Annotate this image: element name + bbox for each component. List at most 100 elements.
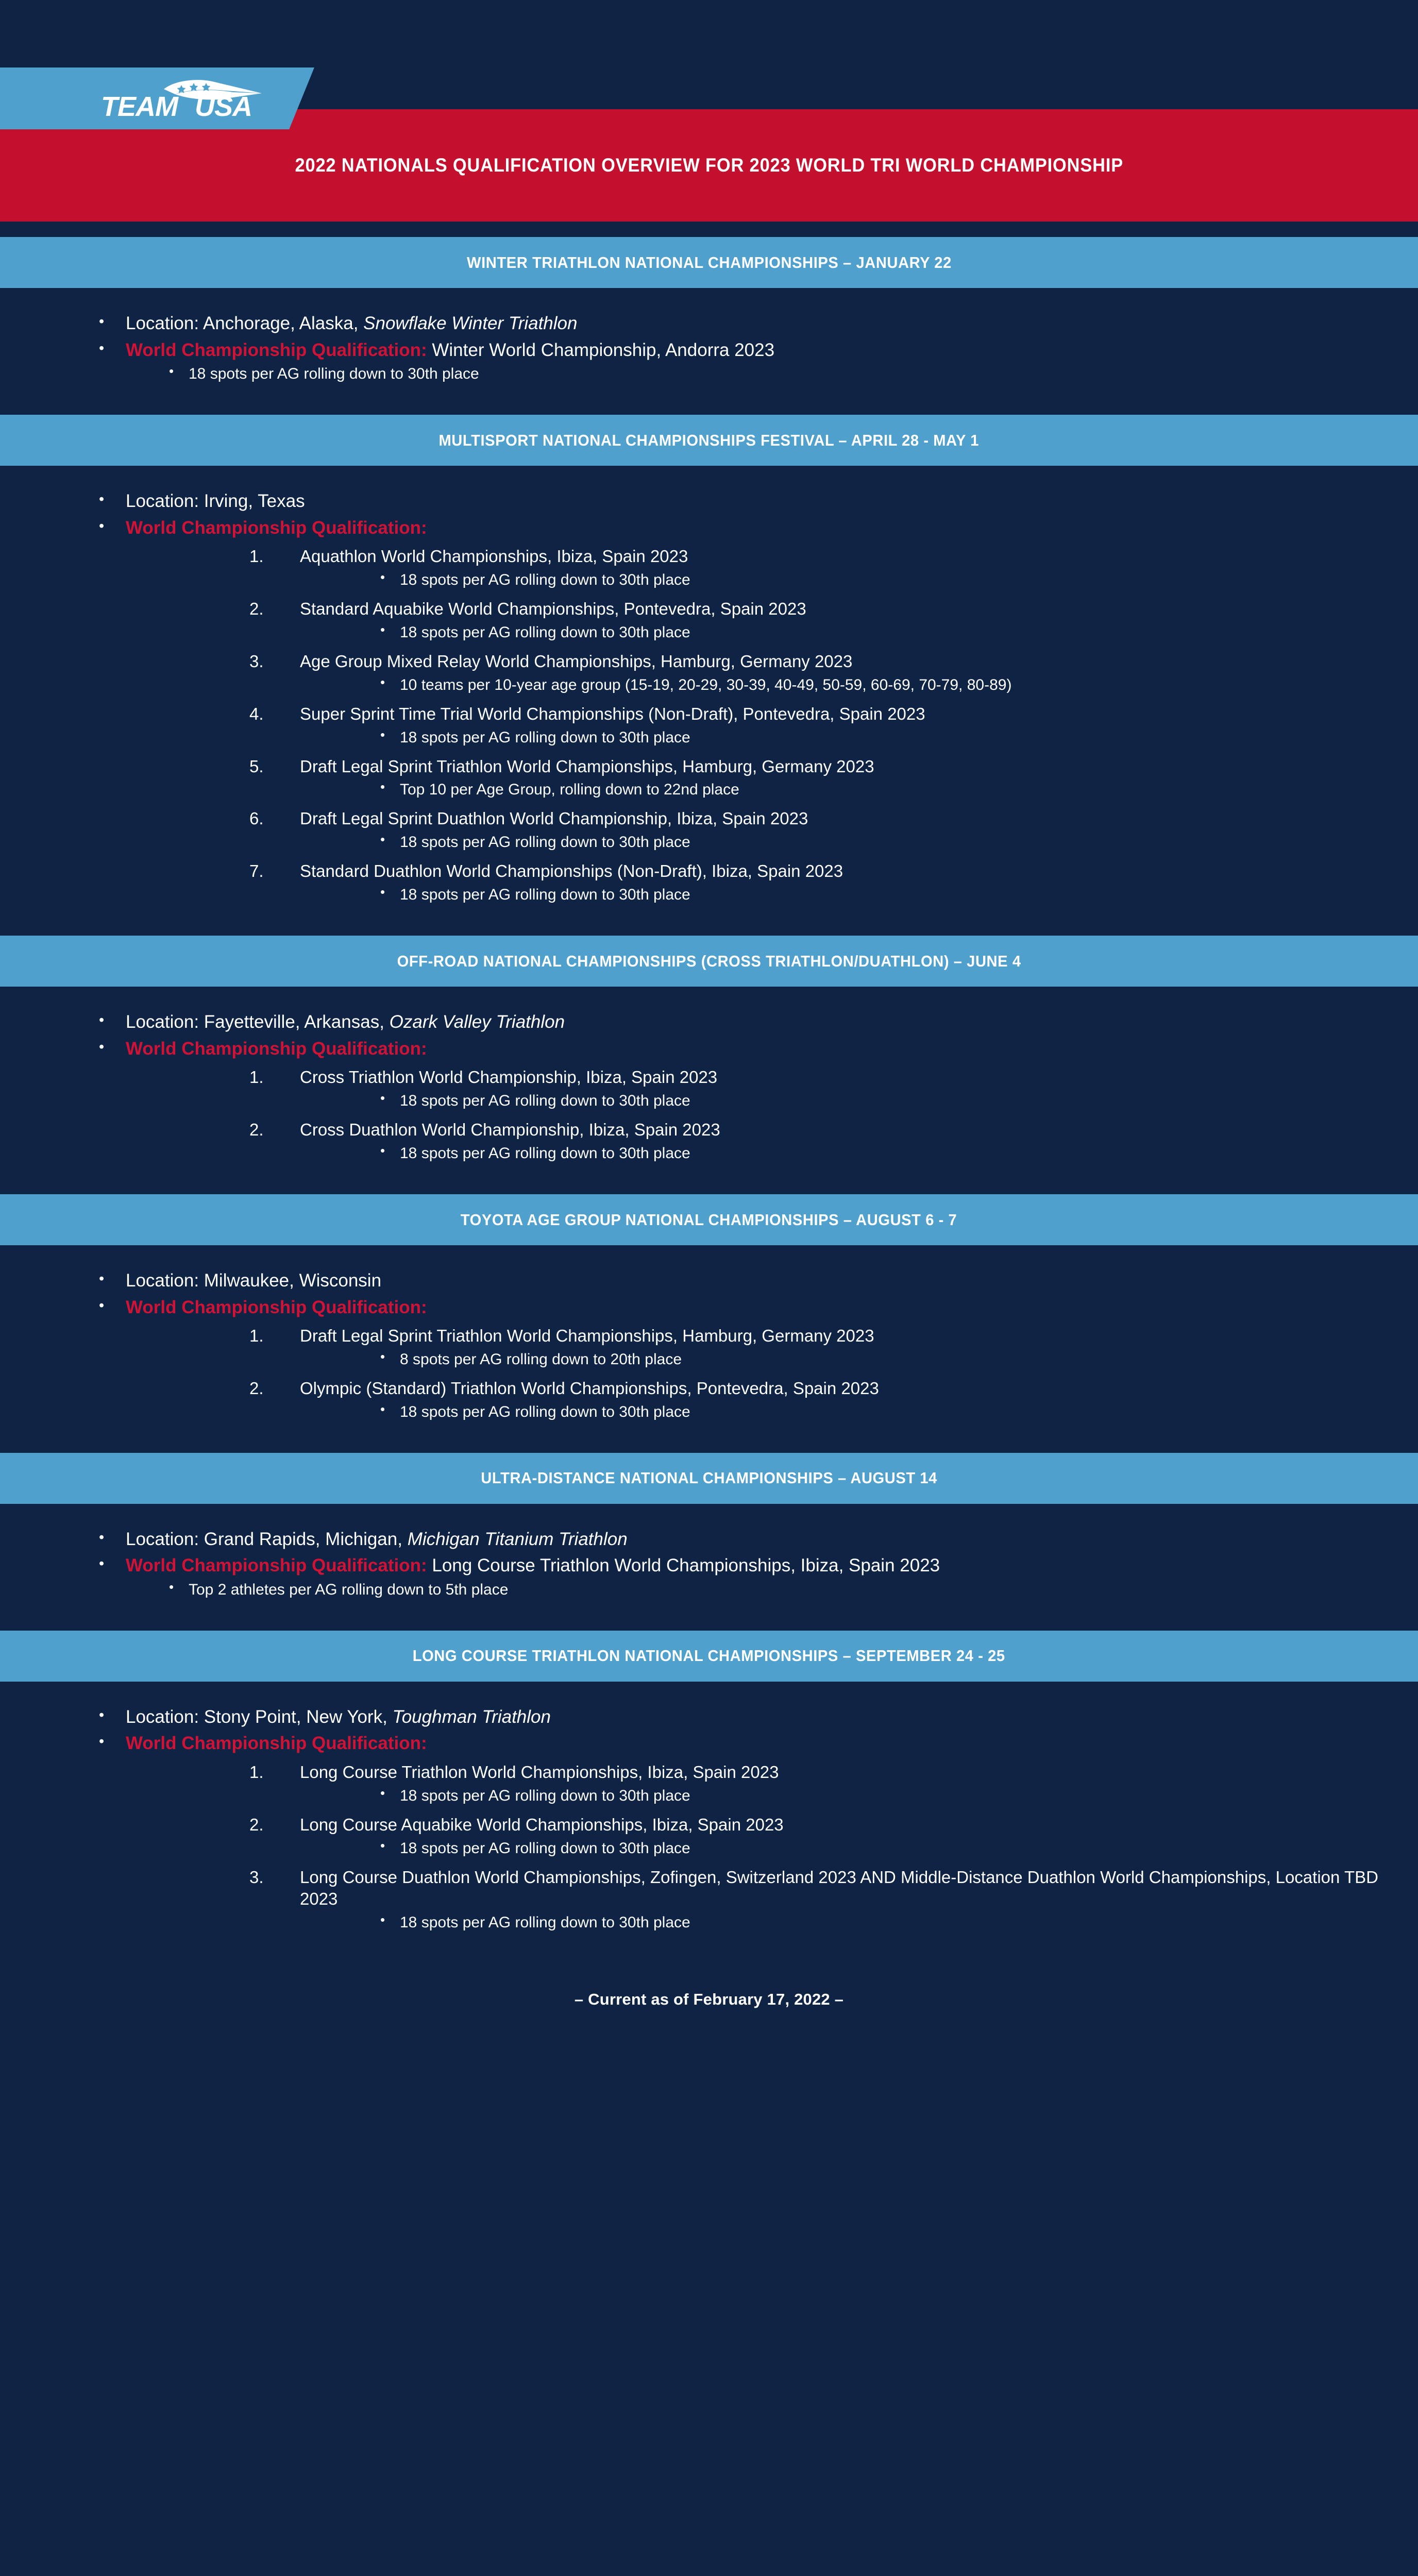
- spots-detail-bullet: 18 spots per AG rolling down to 30th pla…: [373, 726, 1418, 748]
- championship-item: Cross Duathlon World Championship, Ibiza…: [249, 1119, 1418, 1163]
- championship-item: Draft Legal Sprint Triathlon World Champ…: [249, 1325, 1418, 1369]
- section-body: Location: Stony Point, New York, Toughma…: [0, 1681, 1418, 1964]
- location-bullet: Location: Fayetteville, Arkansas, Ozark …: [0, 1010, 1418, 1034]
- championship-item-text: Standard Duathlon World Championships (N…: [300, 861, 843, 881]
- section-body: Location: Fayetteville, Arkansas, Ozark …: [0, 987, 1418, 1195]
- qualification-sub-bullet-list: Top 2 athletes per AG rolling down to 5t…: [126, 1579, 1418, 1600]
- championship-numbered-list: Cross Triathlon World Championship, Ibiz…: [126, 1066, 1418, 1163]
- section-header-title: OFF-ROAD NATIONAL CHAMPIONSHIPS (CROSS T…: [397, 952, 1021, 970]
- section-header-band: TOYOTA AGE GROUP NATIONAL CHAMPIONSHIPS …: [0, 1194, 1418, 1246]
- qualification-bullet: World Championship Qualification: Cross T…: [0, 1037, 1418, 1163]
- championship-item-sub-list: 18 spots per AG rolling down to 30th pla…: [300, 1401, 1418, 1422]
- svg-text:TEAM: TEAM: [101, 91, 179, 119]
- location-text: Location: Grand Rapids, Michigan,: [126, 1529, 408, 1549]
- championship-item-sub-list: 18 spots per AG rolling down to 30th pla…: [300, 1090, 1418, 1111]
- location-bullet: Location: Anchorage, Alaska, Snowflake W…: [0, 311, 1418, 335]
- location-event-name: Ozark Valley Triathlon: [389, 1012, 565, 1032]
- championship-item: Draft Legal Sprint Triathlon World Champ…: [249, 756, 1418, 800]
- championship-section: TOYOTA AGE GROUP NATIONAL CHAMPIONSHIPS …: [0, 1194, 1418, 1453]
- section-header-title: TOYOTA AGE GROUP NATIONAL CHAMPIONSHIPS …: [461, 1210, 957, 1229]
- championship-item-text: Long Course Duathlon World Championships…: [300, 1867, 1378, 1909]
- championship-item-sub-list: 18 spots per AG rolling down to 30th pla…: [300, 884, 1418, 905]
- location-event-name: Michigan Titanium Triathlon: [407, 1529, 628, 1549]
- championship-item-sub-list: 18 spots per AG rolling down to 30th pla…: [300, 831, 1418, 852]
- section-bullet-list: Location: Fayetteville, Arkansas, Ozark …: [0, 1010, 1418, 1163]
- championship-item-sub-list: Top 10 per Age Group, rolling down to 22…: [300, 778, 1418, 800]
- section-header-band: WINTER TRIATHLON NATIONAL CHAMPIONSHIPS …: [0, 237, 1418, 288]
- qualification-label: World Championship Qualification:: [126, 1297, 427, 1317]
- championship-section: OFF-ROAD NATIONAL CHAMPIONSHIPS (CROSS T…: [0, 936, 1418, 1195]
- spots-detail-bullet: 18 spots per AG rolling down to 30th pla…: [373, 1911, 1418, 1933]
- section-bullet-list: Location: Irving, Texas World Championshi…: [0, 489, 1418, 905]
- qualification-bullet: World Championship Qualification: Long C…: [0, 1553, 1418, 1600]
- qualification-sub-bullet-list: 18 spots per AG rolling down to 30th pla…: [126, 363, 1418, 384]
- spots-detail-bullet: 18 spots per AG rolling down to 30th pla…: [373, 1837, 1418, 1858]
- spots-detail-bullet: 18 spots per AG rolling down to 30th pla…: [373, 884, 1418, 905]
- championship-item-sub-list: 18 spots per AG rolling down to 30th pla…: [300, 1142, 1418, 1163]
- championship-item: Super Sprint Time Trial World Championsh…: [249, 703, 1418, 748]
- championship-item-sub-list: 10 teams per 10-year age group (15-19, 2…: [300, 674, 1418, 695]
- qualification-label: World Championship Qualification:: [126, 1038, 427, 1059]
- section-header-band: ULTRA-DISTANCE NATIONAL CHAMPIONSHIPS – …: [0, 1452, 1418, 1504]
- section-body: Location: Irving, Texas World Championshi…: [0, 466, 1418, 936]
- championship-item: Cross Triathlon World Championship, Ibiz…: [249, 1066, 1418, 1111]
- championship-item: Draft Legal Sprint Duathlon World Champi…: [249, 808, 1418, 852]
- page-footer: – Current as of February 17, 2022 –: [0, 1963, 1418, 2050]
- qualification-inline-text: Winter World Championship, Andorra 2023: [427, 340, 775, 360]
- championship-item-text: Draft Legal Sprint Triathlon World Champ…: [300, 1326, 874, 1346]
- location-text: Location: Anchorage, Alaska,: [126, 313, 364, 333]
- qualification-label: World Championship Qualification:: [126, 517, 427, 538]
- championship-item-text: Long Course Aquabike World Championships…: [300, 1815, 784, 1834]
- championship-section: ULTRA-DISTANCE NATIONAL CHAMPIONSHIPS – …: [0, 1452, 1418, 1631]
- championship-item: Olympic (Standard) Triathlon World Champ…: [249, 1378, 1418, 1422]
- spots-detail-bullet: 18 spots per AG rolling down to 30th pla…: [373, 621, 1418, 642]
- location-text: Location: Milwaukee, Wisconsin: [126, 1270, 382, 1291]
- qualification-bullet: World Championship Qualification: Aquathl…: [0, 516, 1418, 905]
- page-title: 2022 NATIONALS QUALIFICATION OVERVIEW FO…: [0, 109, 1418, 222]
- section-header-band: MULTISPORT NATIONAL CHAMPIONSHIPS FESTIV…: [0, 415, 1418, 466]
- section-bullet-list: Location: Milwaukee, Wisconsin World Cham…: [0, 1268, 1418, 1422]
- section-bullet-list: Location: Grand Rapids, Michigan, Michig…: [0, 1527, 1418, 1600]
- svg-text:USA: USA: [195, 91, 252, 119]
- championship-item-sub-list: 18 spots per AG rolling down to 30th pla…: [300, 621, 1418, 642]
- qualification-bullet: World Championship Qualification: Long Co…: [0, 1731, 1418, 1933]
- championship-item-sub-list: 18 spots per AG rolling down to 30th pla…: [300, 1911, 1418, 1933]
- spots-detail-bullet: 18 spots per AG rolling down to 30th pla…: [373, 569, 1418, 590]
- championship-item-text: Cross Triathlon World Championship, Ibiz…: [300, 1067, 718, 1087]
- spots-detail-bullet: Top 2 athletes per AG rolling down to 5t…: [162, 1579, 1418, 1600]
- qualification-label: World Championship Qualification:: [126, 340, 427, 360]
- qualification-inline-text: Long Course Triathlon World Championship…: [427, 1555, 940, 1576]
- location-bullet: Location: Milwaukee, Wisconsin: [0, 1268, 1418, 1293]
- section-bullet-list: Location: Stony Point, New York, Toughma…: [0, 1705, 1418, 1933]
- championship-item-sub-list: 18 spots per AG rolling down to 30th pla…: [300, 726, 1418, 748]
- section-header-band: OFF-ROAD NATIONAL CHAMPIONSHIPS (CROSS T…: [0, 936, 1418, 987]
- location-bullet: Location: Stony Point, New York, Toughma…: [0, 1705, 1418, 1729]
- qualification-label: World Championship Qualification:: [126, 1555, 427, 1576]
- page-title-text: 2022 NATIONALS QUALIFICATION OVERVIEW FO…: [295, 155, 1123, 176]
- section-body: Location: Milwaukee, Wisconsin World Cham…: [0, 1245, 1418, 1453]
- championship-item-sub-list: 18 spots per AG rolling down to 30th pla…: [300, 1837, 1418, 1858]
- championship-numbered-list: Aquathlon World Championships, Ibiza, Sp…: [126, 546, 1418, 905]
- spots-detail-bullet: 18 spots per AG rolling down to 30th pla…: [373, 1785, 1418, 1806]
- spots-detail-bullet: 18 spots per AG rolling down to 30th pla…: [373, 1401, 1418, 1422]
- location-text: Location: Irving, Texas: [126, 491, 305, 511]
- championship-item-text: Olympic (Standard) Triathlon World Champ…: [300, 1378, 879, 1398]
- section-body: Location: Grand Rapids, Michigan, Michig…: [0, 1503, 1418, 1631]
- spots-detail-bullet: Top 10 per Age Group, rolling down to 22…: [373, 778, 1418, 800]
- spots-detail-bullet: 18 spots per AG rolling down to 30th pla…: [162, 363, 1418, 384]
- current-as-of-note: – Current as of February 17, 2022 –: [574, 1990, 844, 2009]
- championship-section: MULTISPORT NATIONAL CHAMPIONSHIPS FESTIV…: [0, 415, 1418, 936]
- championship-item-text: Aquathlon World Championships, Ibiza, Sp…: [300, 547, 688, 566]
- spots-detail-bullet: 18 spots per AG rolling down to 30th pla…: [373, 831, 1418, 852]
- sections-container: WINTER TRIATHLON NATIONAL CHAMPIONSHIPS …: [0, 237, 1418, 1964]
- location-text: Location: Stony Point, New York,: [126, 1706, 393, 1727]
- championship-item: Long Course Duathlon World Championships…: [249, 1867, 1418, 1933]
- location-event-name: Toughman Triathlon: [392, 1706, 551, 1727]
- championship-item-text: Draft Legal Sprint Triathlon World Champ…: [300, 756, 874, 776]
- spots-detail-bullet: 10 teams per 10-year age group (15-19, 2…: [373, 674, 1418, 695]
- championship-item-sub-list: 18 spots per AG rolling down to 30th pla…: [300, 1785, 1418, 1806]
- championship-item-sub-list: 18 spots per AG rolling down to 30th pla…: [300, 569, 1418, 590]
- section-body: Location: Anchorage, Alaska, Snowflake W…: [0, 288, 1418, 415]
- championship-item: Long Course Triathlon World Championship…: [249, 1761, 1418, 1806]
